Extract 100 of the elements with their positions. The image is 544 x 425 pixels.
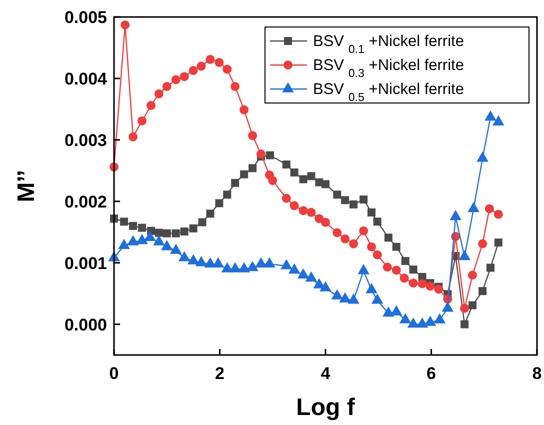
point xyxy=(321,218,330,227)
point xyxy=(206,210,214,218)
point xyxy=(392,242,400,251)
point xyxy=(299,175,308,184)
point xyxy=(307,172,316,180)
x-tick-label: 2 xyxy=(215,364,224,383)
point xyxy=(314,214,324,224)
point xyxy=(468,270,477,280)
point xyxy=(484,204,494,214)
point xyxy=(331,289,344,300)
legend-label: BSV $_{0.3}$ +Nickel ferrite xyxy=(313,57,464,80)
point xyxy=(348,294,360,304)
point xyxy=(178,251,190,262)
point xyxy=(322,180,330,188)
point xyxy=(371,294,384,304)
point xyxy=(382,262,392,272)
y-tick-label: 0.004 xyxy=(64,69,108,88)
point xyxy=(450,210,462,220)
y-tick-label: 0.005 xyxy=(64,8,107,27)
point xyxy=(494,238,502,247)
point xyxy=(240,170,248,178)
point xyxy=(359,226,368,236)
legend-label: BSV $_{0.5}$ +Nickel ferrite xyxy=(313,81,464,104)
point xyxy=(460,320,469,328)
point xyxy=(120,218,128,226)
point xyxy=(401,256,410,265)
y-tick-label: 0.001 xyxy=(64,254,107,273)
point xyxy=(230,82,240,91)
point xyxy=(306,208,316,217)
point xyxy=(366,283,378,294)
point xyxy=(231,178,240,187)
point xyxy=(238,262,250,272)
point xyxy=(138,224,146,232)
point xyxy=(434,313,446,324)
point xyxy=(373,218,382,226)
point xyxy=(426,282,435,291)
point xyxy=(144,230,156,242)
point xyxy=(282,194,291,203)
point xyxy=(382,306,394,317)
point xyxy=(206,54,215,64)
point xyxy=(162,229,171,238)
point xyxy=(478,239,488,248)
point xyxy=(333,190,342,199)
point xyxy=(468,202,480,212)
point xyxy=(162,82,172,91)
point xyxy=(268,176,278,185)
point xyxy=(478,287,487,296)
point xyxy=(297,268,310,279)
point xyxy=(154,89,164,98)
point xyxy=(350,200,358,208)
point xyxy=(146,100,156,110)
point xyxy=(229,262,241,272)
point xyxy=(368,208,376,216)
point xyxy=(189,224,198,232)
point xyxy=(339,292,351,302)
y-axis-title: M’’ xyxy=(13,170,40,202)
point xyxy=(384,234,392,242)
point xyxy=(399,313,412,324)
point xyxy=(494,210,503,219)
point xyxy=(170,244,182,254)
x-tick-label: 8 xyxy=(532,364,542,383)
point xyxy=(332,228,342,238)
point xyxy=(127,235,139,246)
point xyxy=(280,259,292,270)
point xyxy=(215,199,224,208)
point xyxy=(120,20,130,30)
point xyxy=(372,250,382,260)
point xyxy=(129,222,138,230)
point xyxy=(256,150,266,159)
x-tick-label: 6 xyxy=(426,364,436,383)
point xyxy=(288,263,300,274)
point xyxy=(222,64,232,74)
point xyxy=(367,242,376,252)
point xyxy=(320,281,332,292)
y-tick-label: 0.000 xyxy=(64,315,107,334)
point xyxy=(160,240,173,250)
point xyxy=(136,234,148,244)
point xyxy=(223,190,232,199)
point xyxy=(418,279,427,288)
point xyxy=(360,196,368,204)
point xyxy=(476,152,488,162)
point xyxy=(290,168,298,176)
point xyxy=(460,304,470,313)
point xyxy=(248,131,258,140)
point xyxy=(358,264,370,274)
point xyxy=(214,58,224,67)
x-tick-label: 0 xyxy=(109,364,119,383)
point xyxy=(458,250,470,260)
legend-label: BSV $_{0.1}$ +Nickel ferrite xyxy=(313,33,464,56)
point xyxy=(171,75,180,84)
point xyxy=(240,105,249,114)
point xyxy=(298,206,308,216)
y-tick-label: 0.002 xyxy=(64,192,107,212)
y-tick-label: 0.003 xyxy=(64,130,107,150)
point xyxy=(128,132,138,142)
point xyxy=(138,116,147,126)
point xyxy=(255,257,267,268)
point xyxy=(392,266,401,275)
point xyxy=(486,264,494,272)
point xyxy=(400,274,409,283)
